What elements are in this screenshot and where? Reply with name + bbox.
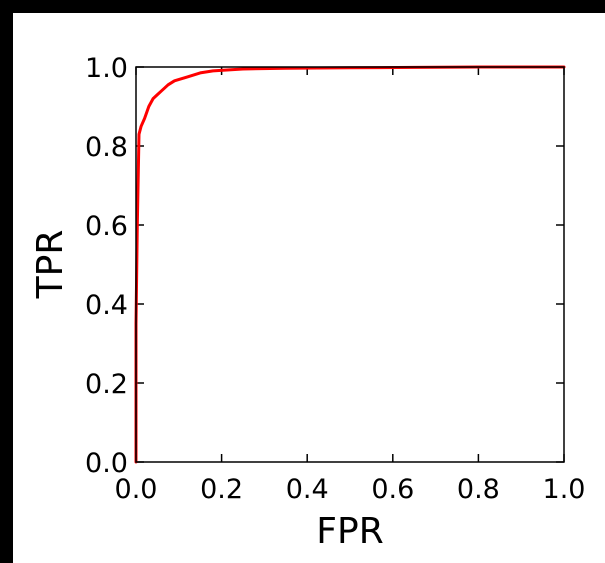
x-tick-label: 0.6	[371, 474, 414, 505]
x-tick-label: 0.0	[115, 474, 158, 505]
y-tick-label: 0.6	[85, 211, 128, 242]
y-tick-label: 0.0	[85, 448, 128, 479]
x-tick-label: 0.8	[457, 474, 500, 505]
series-layer	[134, 65, 566, 464]
plot-frame	[135, 66, 565, 463]
x-tick-label: 0.2	[200, 474, 243, 505]
y-axis-label: TPR	[30, 230, 71, 300]
y-tick-label: 1.0	[85, 53, 128, 84]
x-tick-label: 1.0	[543, 474, 586, 505]
x-tick-label: 0.4	[286, 474, 329, 505]
y-tick-label: 0.4	[85, 290, 128, 321]
plot-area	[136, 67, 564, 462]
y-tick-label: 0.2	[85, 369, 128, 400]
y-tick-label: 0.8	[85, 132, 128, 163]
roc-curve-line	[134, 65, 566, 464]
tick-labels: 0.0 0.2 0.4 0.6 0.8 1.0 0.0 0.2 0.4 0.6 0.8 1.0	[85, 53, 585, 505]
x-axis-label: FPR	[316, 511, 383, 552]
